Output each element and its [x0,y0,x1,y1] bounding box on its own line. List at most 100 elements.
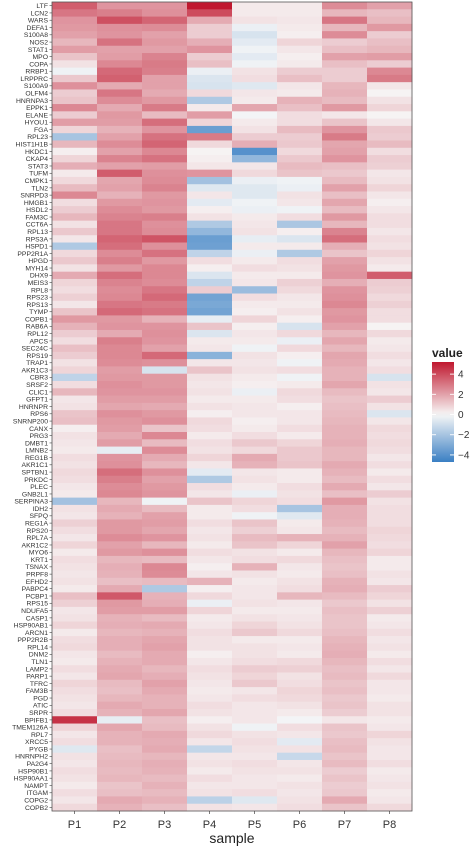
heatmap-cell [322,774,368,783]
heatmap-cell [232,490,278,499]
heatmap-cell [322,249,368,258]
heatmap-cell [232,453,278,462]
heatmap-cell [142,220,188,229]
heatmap-cell [52,796,98,805]
row-label: SFPQ [29,513,48,520]
heatmap-cell [322,45,368,54]
heatmap-cell [367,453,413,462]
heatmap-cell [52,759,98,768]
heatmap-cell [322,803,368,812]
heatmap-cell [367,344,413,353]
heatmap-cell [52,206,98,214]
heatmap-cell [142,453,188,462]
heatmap-cell [97,227,143,236]
heatmap-cell [277,45,323,54]
heatmap-cell [322,548,368,557]
heatmap-cell [142,16,188,25]
heatmap-cell [142,446,188,455]
heatmap-cell [142,657,188,666]
heatmap-cell [322,759,368,768]
heatmap-cell [97,271,143,280]
heatmap-cell [277,504,323,513]
heatmap-cell [322,380,368,389]
heatmap-cell [97,701,143,710]
heatmap-cell [97,278,143,287]
heatmap-cell [97,803,143,812]
heatmap-cell [277,701,323,710]
heatmap-cell [232,388,278,396]
heatmap-cell [187,512,233,520]
heatmap-cell [232,796,278,805]
heatmap-cell [142,315,188,324]
heatmap-cell [142,767,188,775]
heatmap-cell [52,432,98,440]
heatmap-cell [97,774,143,783]
heatmap-cell [52,264,98,273]
heatmap-cell [277,155,323,163]
heatmap-cell [232,774,278,783]
heatmap-cell [187,249,233,258]
heatmap-cell [52,650,98,659]
heatmap-cell [322,344,368,353]
heatmap-cell [277,96,323,105]
heatmap-cell [277,424,323,433]
heatmap-cell [232,475,278,484]
heatmap-cell [367,89,413,98]
heatmap-cell [277,410,323,418]
column-labels: P1 P2 P3 P4 P5 P6 P7 P8 [68,811,396,831]
column-label: P4 [203,819,216,831]
row-label: FAM3B [26,688,49,695]
heatmap-cell [367,592,413,601]
heatmap-cell [232,140,278,149]
heatmap-cell [52,176,98,185]
heatmap-cell [367,176,413,185]
row-label: TFRC [30,681,48,688]
heatmap-cell [187,9,233,17]
heatmap-cell [97,453,143,462]
heatmap-cell [367,738,413,746]
heatmap-cell [187,679,233,688]
heatmap-cell [187,730,233,739]
heatmap-cell [367,534,413,542]
heatmap-cell [367,599,413,608]
heatmap-cell [232,380,278,389]
heatmap-cell [187,687,233,695]
heatmap-cell [142,621,188,630]
heatmap-cell [142,504,188,513]
heatmap-cell [367,286,413,294]
heatmap-cell [232,176,278,185]
heatmap-cell [367,643,413,652]
heatmap-cell [277,242,323,251]
heatmap-cell [277,293,323,302]
heatmap-cell [52,701,98,710]
heatmap-cell [277,497,323,506]
heatmap-cell [142,606,188,615]
heatmap-cell [187,774,233,783]
heatmap-cell [232,235,278,243]
heatmap-cell [52,155,98,163]
row-label: RPL7 [31,732,48,739]
heatmap-cell [187,125,233,134]
heatmap-cell [322,74,368,83]
heatmap-cell [367,759,413,768]
heatmap-cell [187,475,233,484]
heatmap-cell [97,665,143,673]
heatmap-cell [232,74,278,83]
heatmap-cell [232,701,278,710]
heatmap-cell [97,439,143,447]
heatmap-cell [277,388,323,396]
heatmap-cell [322,657,368,666]
row-label: OLFM4 [25,91,48,98]
heatmap-cell [52,694,98,703]
heatmap-cell [187,519,233,528]
row-label: REG1B [25,455,49,462]
heatmap-cell [97,410,143,418]
heatmap-cell [97,759,143,768]
heatmap-cell [52,227,98,236]
heatmap-cell [277,23,323,32]
heatmap-cell [187,628,233,637]
heatmap-cell [142,293,188,302]
heatmap-cell [52,38,98,47]
heatmap-cell [232,111,278,120]
row-label: TMEM126A [12,725,48,732]
